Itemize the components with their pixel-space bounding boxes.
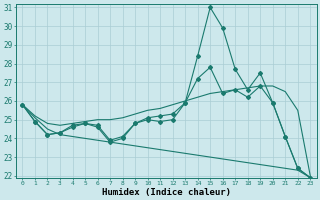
X-axis label: Humidex (Indice chaleur): Humidex (Indice chaleur): [102, 188, 231, 197]
